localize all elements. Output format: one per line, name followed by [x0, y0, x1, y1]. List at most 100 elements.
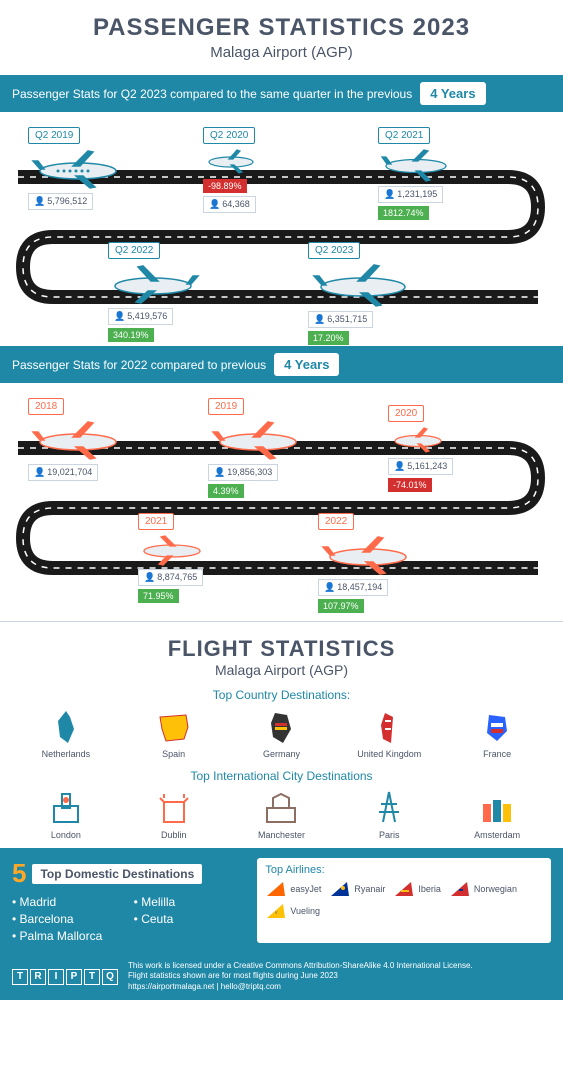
country-icon: [259, 708, 303, 746]
country-item: Germany: [228, 708, 336, 759]
domestic-item: Barcelona: [12, 912, 122, 926]
domestic-label: Top Domestic Destinations: [32, 864, 202, 884]
country-icon: [152, 708, 196, 746]
city-item: Manchester: [228, 789, 336, 840]
domestic-panel: 5 Top Domestic Destinations Madrid Barce…: [12, 858, 243, 943]
year-label: Q2 2022: [108, 242, 160, 259]
plane-icon: [208, 417, 303, 462]
plane-icon: [318, 532, 413, 577]
countries-heading: Top Country Destinations:: [0, 688, 563, 702]
value-box: 👤18,457,194: [318, 579, 388, 596]
pct-badge: -74.01%: [388, 478, 432, 492]
value-box: 👤5,419,576: [108, 308, 173, 325]
tail-icon: [265, 880, 287, 898]
banner-q2: Passenger Stats for Q2 2023 compared to …: [0, 75, 563, 112]
logo-letter: Q: [102, 969, 118, 985]
city-item: Amsterdam: [443, 789, 551, 840]
value-box: 👤5,161,243: [388, 458, 453, 475]
flight-stats-title: FLIGHT STATISTICS: [0, 636, 563, 662]
q2-item-2022: Q2 2022 👤5,419,576 340.19%: [108, 240, 258, 343]
logo-letter: T: [84, 969, 100, 985]
pct-badge: 107.97%: [318, 599, 364, 613]
year-label: 2020: [388, 405, 424, 422]
city-icon: [475, 789, 519, 827]
url-text: https://airportmalaga.net | hello@triptq…: [128, 982, 551, 992]
year-label: 2019: [208, 398, 244, 415]
country-item: United Kingdom: [335, 708, 443, 759]
city-icon: [367, 789, 411, 827]
annual-runway-section: 2018 👤19,021,704 2019 👤19,856,303 4.39% …: [8, 393, 555, 603]
q2-runway-section: Q2 2019 👤5,796,512 Q2 2020 -98.89% 👤64,3…: [8, 122, 555, 332]
plane-icon: [138, 532, 208, 567]
tail-icon: v: [265, 902, 287, 920]
year-label: 2018: [28, 398, 64, 415]
banner-annual-text: Passenger Stats for 2022 compared to pre…: [12, 358, 266, 372]
q2-item-2023: Q2 2023 👤6,351,715 17.20%: [308, 240, 458, 346]
plane-icon: [378, 146, 453, 184]
plane-icon: [388, 424, 448, 456]
plane-icon: [108, 261, 203, 306]
pct-badge: 340.19%: [108, 328, 154, 342]
pct-badge: 1812.74%: [378, 206, 429, 220]
plane-icon: [28, 417, 123, 462]
airline-item: easyJet: [265, 880, 321, 898]
year-label: Q2 2023: [308, 242, 360, 259]
year-label: 2021: [138, 513, 174, 530]
country-icon: [44, 708, 88, 746]
value-box: 👤1,231,195: [378, 186, 443, 203]
value-box: 👤8,874,765: [138, 569, 203, 586]
cities-heading: Top International City Destinations: [0, 769, 563, 783]
banner-q2-text: Passenger Stats for Q2 2023 compared to …: [12, 87, 412, 101]
bottom-block: 5 Top Domestic Destinations Madrid Barce…: [0, 848, 563, 953]
annual-item-2020: 2020 👤5,161,243 -74.01%: [388, 403, 538, 493]
domestic-item: Palma Mallorca: [12, 929, 122, 943]
domestic-number: 5: [12, 858, 26, 889]
pct-badge: 17.20%: [308, 331, 349, 345]
years-badge-1: 4 Years: [420, 82, 485, 105]
page-header: PASSENGER STATISTICS 2023 Malaga Airport…: [0, 0, 563, 69]
tail-icon: [449, 880, 471, 898]
country-item: Spain: [120, 708, 228, 759]
year-label: Q2 2020: [203, 127, 255, 144]
logo: T R I P T Q: [12, 969, 118, 985]
annual-item-2019: 2019 👤19,856,303 4.39%: [208, 396, 358, 499]
q2-item-2020: Q2 2020 -98.89% 👤64,368: [203, 125, 353, 213]
flight-stats-header: FLIGHT STATISTICS Malaga Airport (AGP): [0, 621, 563, 678]
q2-item-2019: Q2 2019 👤5,796,512: [28, 125, 178, 210]
plane-icon: [203, 146, 258, 176]
logo-letter: R: [30, 969, 46, 985]
country-item: Netherlands: [12, 708, 120, 759]
value-box: 👤6,351,715: [308, 311, 373, 328]
country-icon: [367, 708, 411, 746]
countries-row: Netherlands Spain Germany United Kingdom…: [0, 708, 563, 759]
country-icon: [475, 708, 519, 746]
annual-item-2022: 2022 👤18,457,194 107.97%: [318, 511, 468, 614]
year-label: Q2 2019: [28, 127, 80, 144]
domestic-item: Melilla: [134, 895, 244, 909]
value-box: 👤19,856,303: [208, 464, 278, 481]
pct-badge: 4.39%: [208, 484, 244, 498]
year-label: 2022: [318, 513, 354, 530]
main-subtitle: Malaga Airport (AGP): [0, 44, 563, 61]
value-box: 👤19,021,704: [28, 464, 98, 481]
plane-icon: [28, 146, 123, 191]
banner-annual: Passenger Stats for 2022 compared to pre…: [0, 346, 563, 383]
airlines-panel: Top Airlines: easyJet Ryanair Iberia Nor…: [257, 858, 551, 943]
logo-letter: I: [48, 969, 64, 985]
tail-icon: [393, 880, 415, 898]
city-icon: [152, 789, 196, 827]
country-item: France: [443, 708, 551, 759]
pct-badge: 71.95%: [138, 589, 179, 603]
domestic-item: Madrid: [12, 895, 122, 909]
year-label: Q2 2021: [378, 127, 430, 144]
city-icon: [44, 789, 88, 827]
footer-text: This work is licensed under a Creative C…: [128, 961, 551, 992]
flight-stats-subtitle: Malaga Airport (AGP): [0, 662, 563, 678]
license-text: This work is licensed under a Creative C…: [128, 961, 551, 971]
value-box: 👤5,796,512: [28, 193, 93, 210]
domestic-item: Ceuta: [134, 912, 244, 926]
city-item: Paris: [335, 789, 443, 840]
annual-item-2021: 2021 👤8,874,765 71.95%: [138, 511, 288, 604]
footer: T R I P T Q This work is licensed under …: [0, 953, 563, 1000]
plane-icon: [308, 261, 413, 309]
